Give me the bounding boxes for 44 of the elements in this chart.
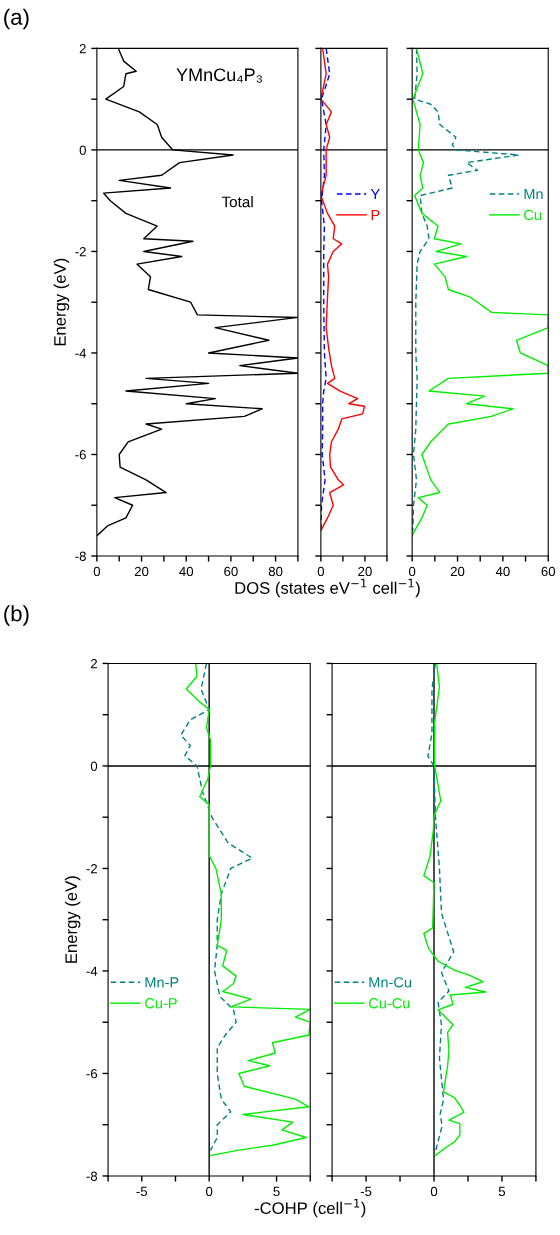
legend-label: Cu-P — [145, 998, 177, 1009]
y-axis-title: Energy (eV) — [53, 258, 70, 346]
legend-label: Y — [370, 189, 380, 200]
x-tick-label: 20 — [134, 566, 149, 577]
annotation: YMnCu₄P₃ — [176, 68, 262, 83]
annotation: Total — [221, 196, 253, 208]
y-tick-label: -2 — [86, 864, 97, 874]
x-tick-label: -5 — [360, 1186, 372, 1197]
legend-label: Mn-P — [145, 977, 179, 988]
x-tick-label: 0 — [206, 1186, 213, 1197]
legend-label: Cu — [524, 209, 541, 221]
x-tick-label: 80 — [268, 566, 283, 577]
x-tick-label: 5 — [498, 1186, 506, 1197]
y-tick-label: 0 — [90, 761, 98, 771]
legend-label: P — [371, 209, 380, 220]
y-tick-label: -6 — [75, 450, 86, 460]
x-tick-label: 20 — [450, 566, 465, 577]
x-tick-label: 0 — [317, 566, 325, 577]
text: (a) — [4, 8, 29, 30]
x-tick-label: 5 — [273, 1186, 280, 1197]
x-tick-label: 20 — [358, 566, 372, 577]
x-tick-label: 40 — [495, 566, 510, 577]
text: (b) — [4, 605, 29, 626]
x-tick-label: 60 — [541, 566, 556, 577]
y-tick-label: -6 — [86, 1069, 98, 1079]
y-tick-label: -2 — [75, 247, 86, 257]
y-tick-label: -8 — [86, 1171, 98, 1181]
y-tick-label: 0 — [79, 145, 86, 155]
x-axis-title: -COHP (cell$^{−1}$) — [254, 1199, 366, 1218]
x-tick-label: -5 — [136, 1186, 148, 1197]
x-tick-label: 0 — [409, 566, 416, 577]
legend-label: Mn-Cu — [369, 977, 412, 988]
legend-label: Mn — [524, 189, 543, 200]
legend-label: Cu-Cu — [369, 998, 410, 1009]
x-tick-label: 60 — [224, 566, 238, 577]
y-axis-title: Energy (eV) — [64, 876, 81, 963]
y-tick-label: 2 — [90, 659, 97, 669]
x-axis-title: DOS (states eV$^{−1}$ cell$^{−1}$) — [235, 578, 420, 598]
x-tick-label: 0 — [430, 1186, 438, 1197]
y-tick-label: -4 — [75, 348, 87, 358]
y-tick-label: -4 — [86, 966, 98, 976]
y-tick-label: -8 — [75, 551, 86, 561]
x-tick-label: 40 — [179, 566, 194, 577]
y-tick-label: 2 — [79, 43, 86, 54]
